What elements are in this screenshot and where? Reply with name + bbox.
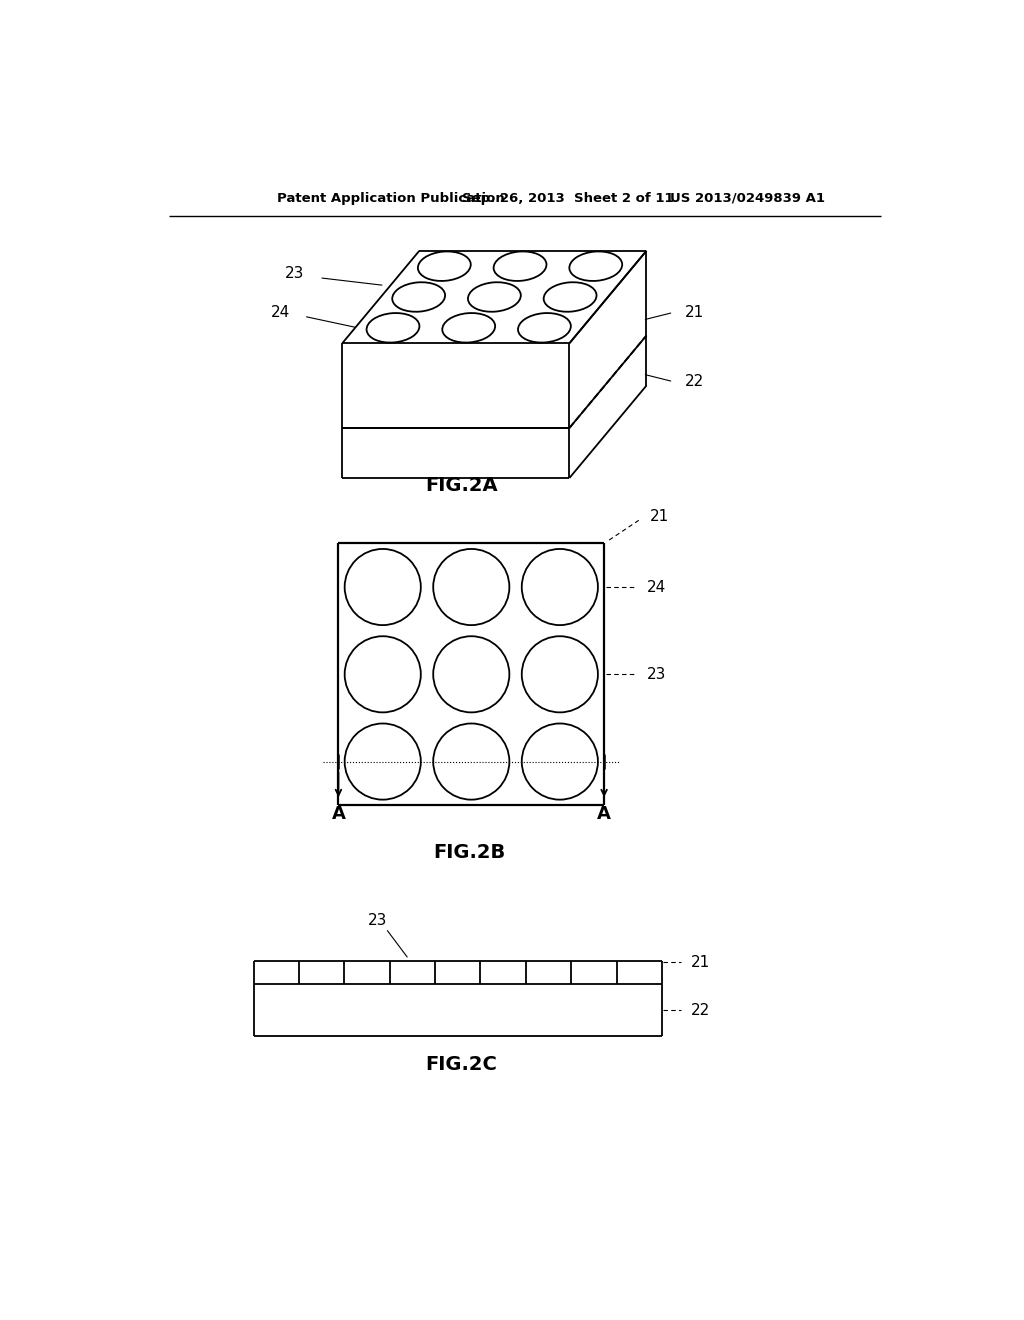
Text: 21: 21 xyxy=(650,510,670,524)
Text: 21: 21 xyxy=(685,305,705,319)
Text: 22: 22 xyxy=(685,374,705,389)
Text: US 2013/0249839 A1: US 2013/0249839 A1 xyxy=(670,191,824,205)
Text: 23: 23 xyxy=(369,913,388,928)
Text: 21: 21 xyxy=(691,954,711,970)
Text: 24: 24 xyxy=(270,305,290,319)
Text: 22: 22 xyxy=(691,1002,711,1018)
Text: A: A xyxy=(597,805,611,822)
Text: 23: 23 xyxy=(285,267,304,281)
Text: Patent Application Publication: Patent Application Publication xyxy=(276,191,505,205)
Text: FIG.2A: FIG.2A xyxy=(425,477,498,495)
Text: Sep. 26, 2013  Sheet 2 of 11: Sep. 26, 2013 Sheet 2 of 11 xyxy=(462,191,674,205)
Text: A: A xyxy=(332,805,345,822)
Text: FIG.2B: FIG.2B xyxy=(433,843,506,862)
Text: 23: 23 xyxy=(646,667,666,682)
Text: FIG.2C: FIG.2C xyxy=(426,1055,498,1074)
Text: 24: 24 xyxy=(646,579,666,594)
